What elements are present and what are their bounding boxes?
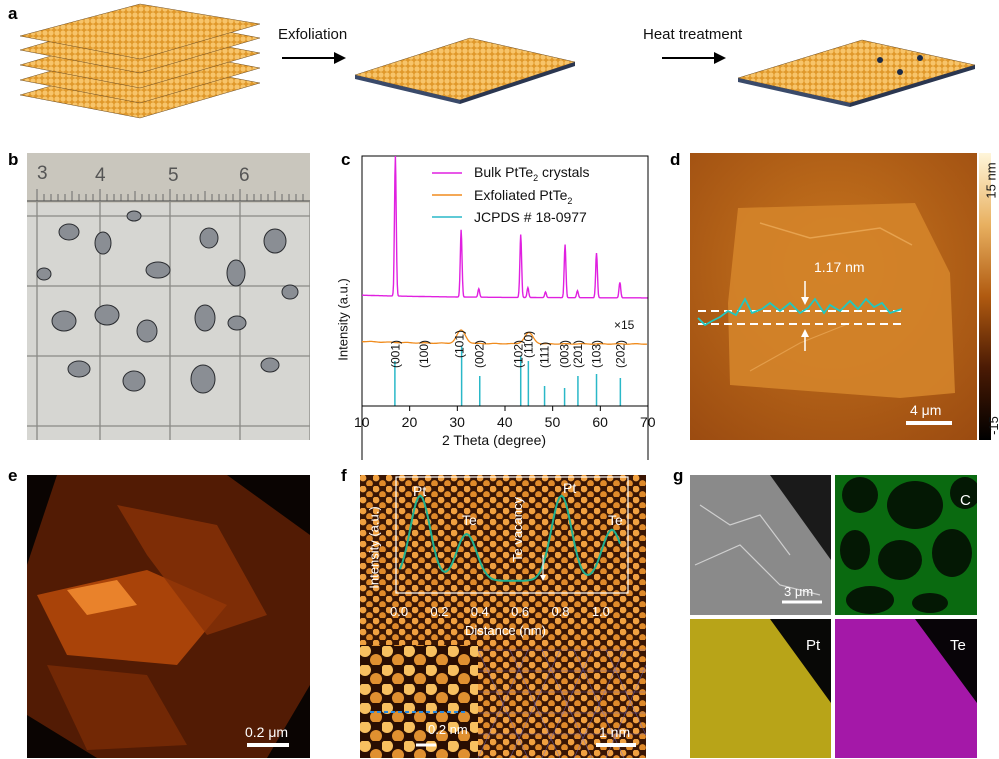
xrd-xtick-label: 70 [640,414,656,430]
panel-d-label: d [670,150,681,169]
stem-xlabel: Distance (nm) [465,623,546,638]
hkl-label: (100) [417,340,431,368]
panel-c-label: c [341,150,351,169]
tem-image [27,475,310,758]
xrd-ylabel: Intensity (a.u.) [335,278,351,361]
crystal-flakes [36,210,299,394]
hkl-label: (102) [511,340,525,368]
grid-paper [27,201,310,440]
stem-peak-pt1: Pt [413,483,427,499]
hkl-label: (110) [521,331,535,358]
legend-jcpds: JCPDS # 18-0977 [474,209,587,225]
ruler-number-6: 6 [239,165,250,186]
panel-b-photo [27,153,310,440]
legend-bulk: Bulk PtTe2 crystals [474,164,590,183]
panel-e-label: e [8,466,18,485]
eds-te-label: Te [950,637,966,654]
afm-flake [728,203,955,398]
afm-height-profile [697,297,903,327]
panel-a-label: a [8,4,18,23]
xrd-xtick-label: 50 [544,414,561,430]
eds-maps [690,475,977,758]
stem-profile-frame [395,476,629,594]
monolayer-sheet [354,37,576,101]
afm-image [690,153,977,440]
xrd-chart: (001) (100) (101) (002) (102)(110) (111) (003)… [361,155,649,460]
afm-scalebar-label: 4 μm [910,402,942,418]
hkl-label: (111) [538,342,552,368]
xrd-xtick-label: 10 [354,414,370,430]
ruler-number-4: 4 [95,165,106,186]
stem-small-scalebar-label: 0.2 nm [428,722,468,737]
ruler-ticks [36,189,304,201]
colorbar-min: -15 [985,416,999,435]
stem-image [360,475,646,758]
xrd-xlabel: 2 Theta (degree) [442,432,547,448]
panel-a-schematic [19,3,976,119]
hkl-label: (001) [388,340,402,368]
hkl-label: (103) [590,340,604,368]
stem-inset-zoom [360,645,478,758]
stem-ylabel: Intensity (a.u.) [366,506,382,589]
xrd-bulk-trace [362,155,648,299]
stem-xtick-label: 0.8 [551,604,570,619]
stem-main-scalebar-label: 1 nm [599,724,631,740]
eds-pt-label: Pt [806,637,821,654]
stem-xtick-label: 1.0 [591,604,610,619]
panel-b-label: b [8,150,19,169]
afm-colorbar [979,153,991,440]
xrd-plot-frame [361,155,649,460]
colorbar-max: 15 nm [983,162,999,199]
defective-sheet [737,39,976,104]
stem-peak-te2: Te [608,512,623,528]
eds-scalebar-label: 3 μm [784,584,814,599]
stem-xtick-label: 0.4 [470,604,489,619]
hkl-label: (202) [613,340,627,368]
eds-c-label: C [960,492,971,509]
panel-g-label: g [673,466,684,485]
exfoliation-label: Exfoliation [278,26,348,43]
hkl-label: (101) [453,330,467,358]
xrd-xtick-label: 30 [449,414,465,430]
afm-height-label: 1.17 nm [814,259,865,275]
stem-xtick-label: 0.0 [390,604,409,619]
xrd-xtick-label: 40 [497,414,513,430]
hkl-label: (201) [571,340,585,368]
stem-overlay-lattice [477,649,646,758]
xrd-exfoliated-trace [361,329,648,345]
hkl-label: (002) [472,340,486,368]
ruler-number-3: 3 [37,163,48,184]
hkl-label: (003) [558,340,572,368]
stem-xtick-label: 0.2 [430,604,449,619]
tem-scalebar-label: 0.2 μm [245,724,289,740]
stem-xtick-label: 0.6 [511,604,530,619]
stem-te-vacancy: Te vacancy [510,496,526,563]
xrd-xtick-label: 20 [401,414,418,430]
panel-f-label: f [341,466,347,485]
stem-intensity-profile [399,494,621,582]
heat-treatment-label: Heat treatment [643,26,743,43]
exf-scale-note: ×15 [614,318,635,332]
legend-exfoliated: Exfoliated PtTe2 [474,187,573,206]
bulk-layer-stack [19,3,261,119]
ruler-number-5: 5 [168,165,179,186]
xrd-legend-swatches [432,172,462,218]
xrd-xtick-label: 60 [592,414,608,430]
stem-peak-te1: Te [462,512,477,528]
stem-peak-pt2: Pt [563,480,577,496]
